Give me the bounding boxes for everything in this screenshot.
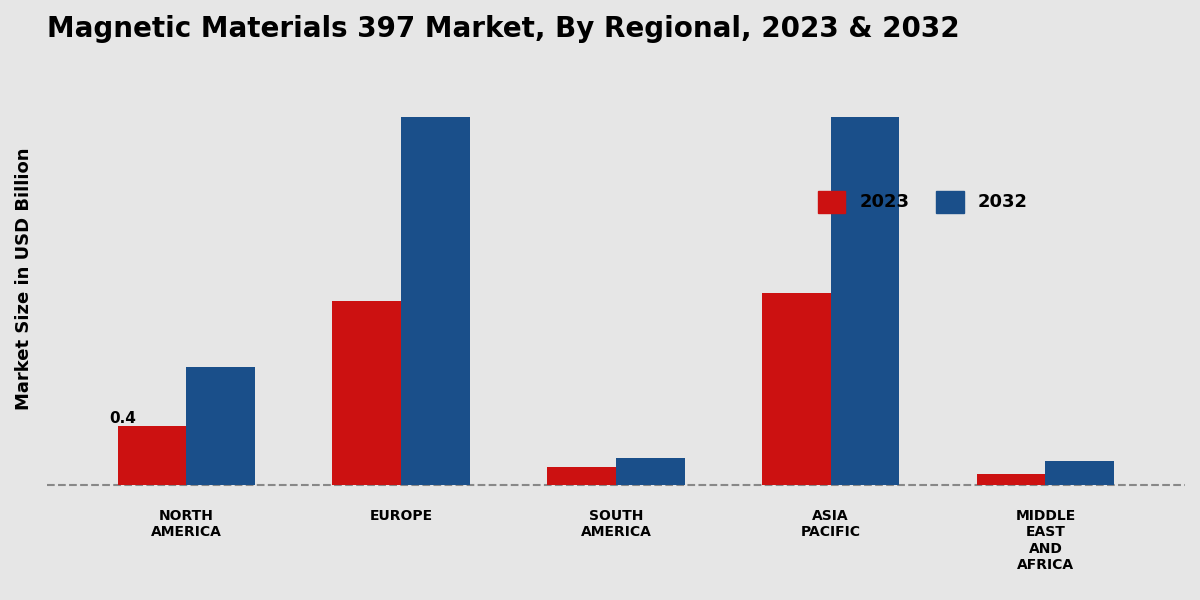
Bar bbox=[332, 301, 401, 485]
Bar bbox=[547, 467, 616, 485]
Bar bbox=[762, 293, 830, 485]
Bar bbox=[118, 426, 186, 485]
Bar bbox=[616, 458, 685, 485]
Legend: 2023, 2032: 2023, 2032 bbox=[818, 191, 1028, 212]
Bar bbox=[977, 475, 1045, 485]
Bar bbox=[1045, 461, 1114, 485]
Bar bbox=[401, 117, 470, 485]
Text: 0.4: 0.4 bbox=[109, 411, 136, 426]
Text: Magnetic Materials 397 Market, By Regional, 2023 & 2032: Magnetic Materials 397 Market, By Region… bbox=[47, 15, 960, 43]
Bar bbox=[186, 367, 256, 485]
Bar bbox=[830, 117, 899, 485]
Y-axis label: Market Size in USD Billion: Market Size in USD Billion bbox=[14, 148, 34, 410]
